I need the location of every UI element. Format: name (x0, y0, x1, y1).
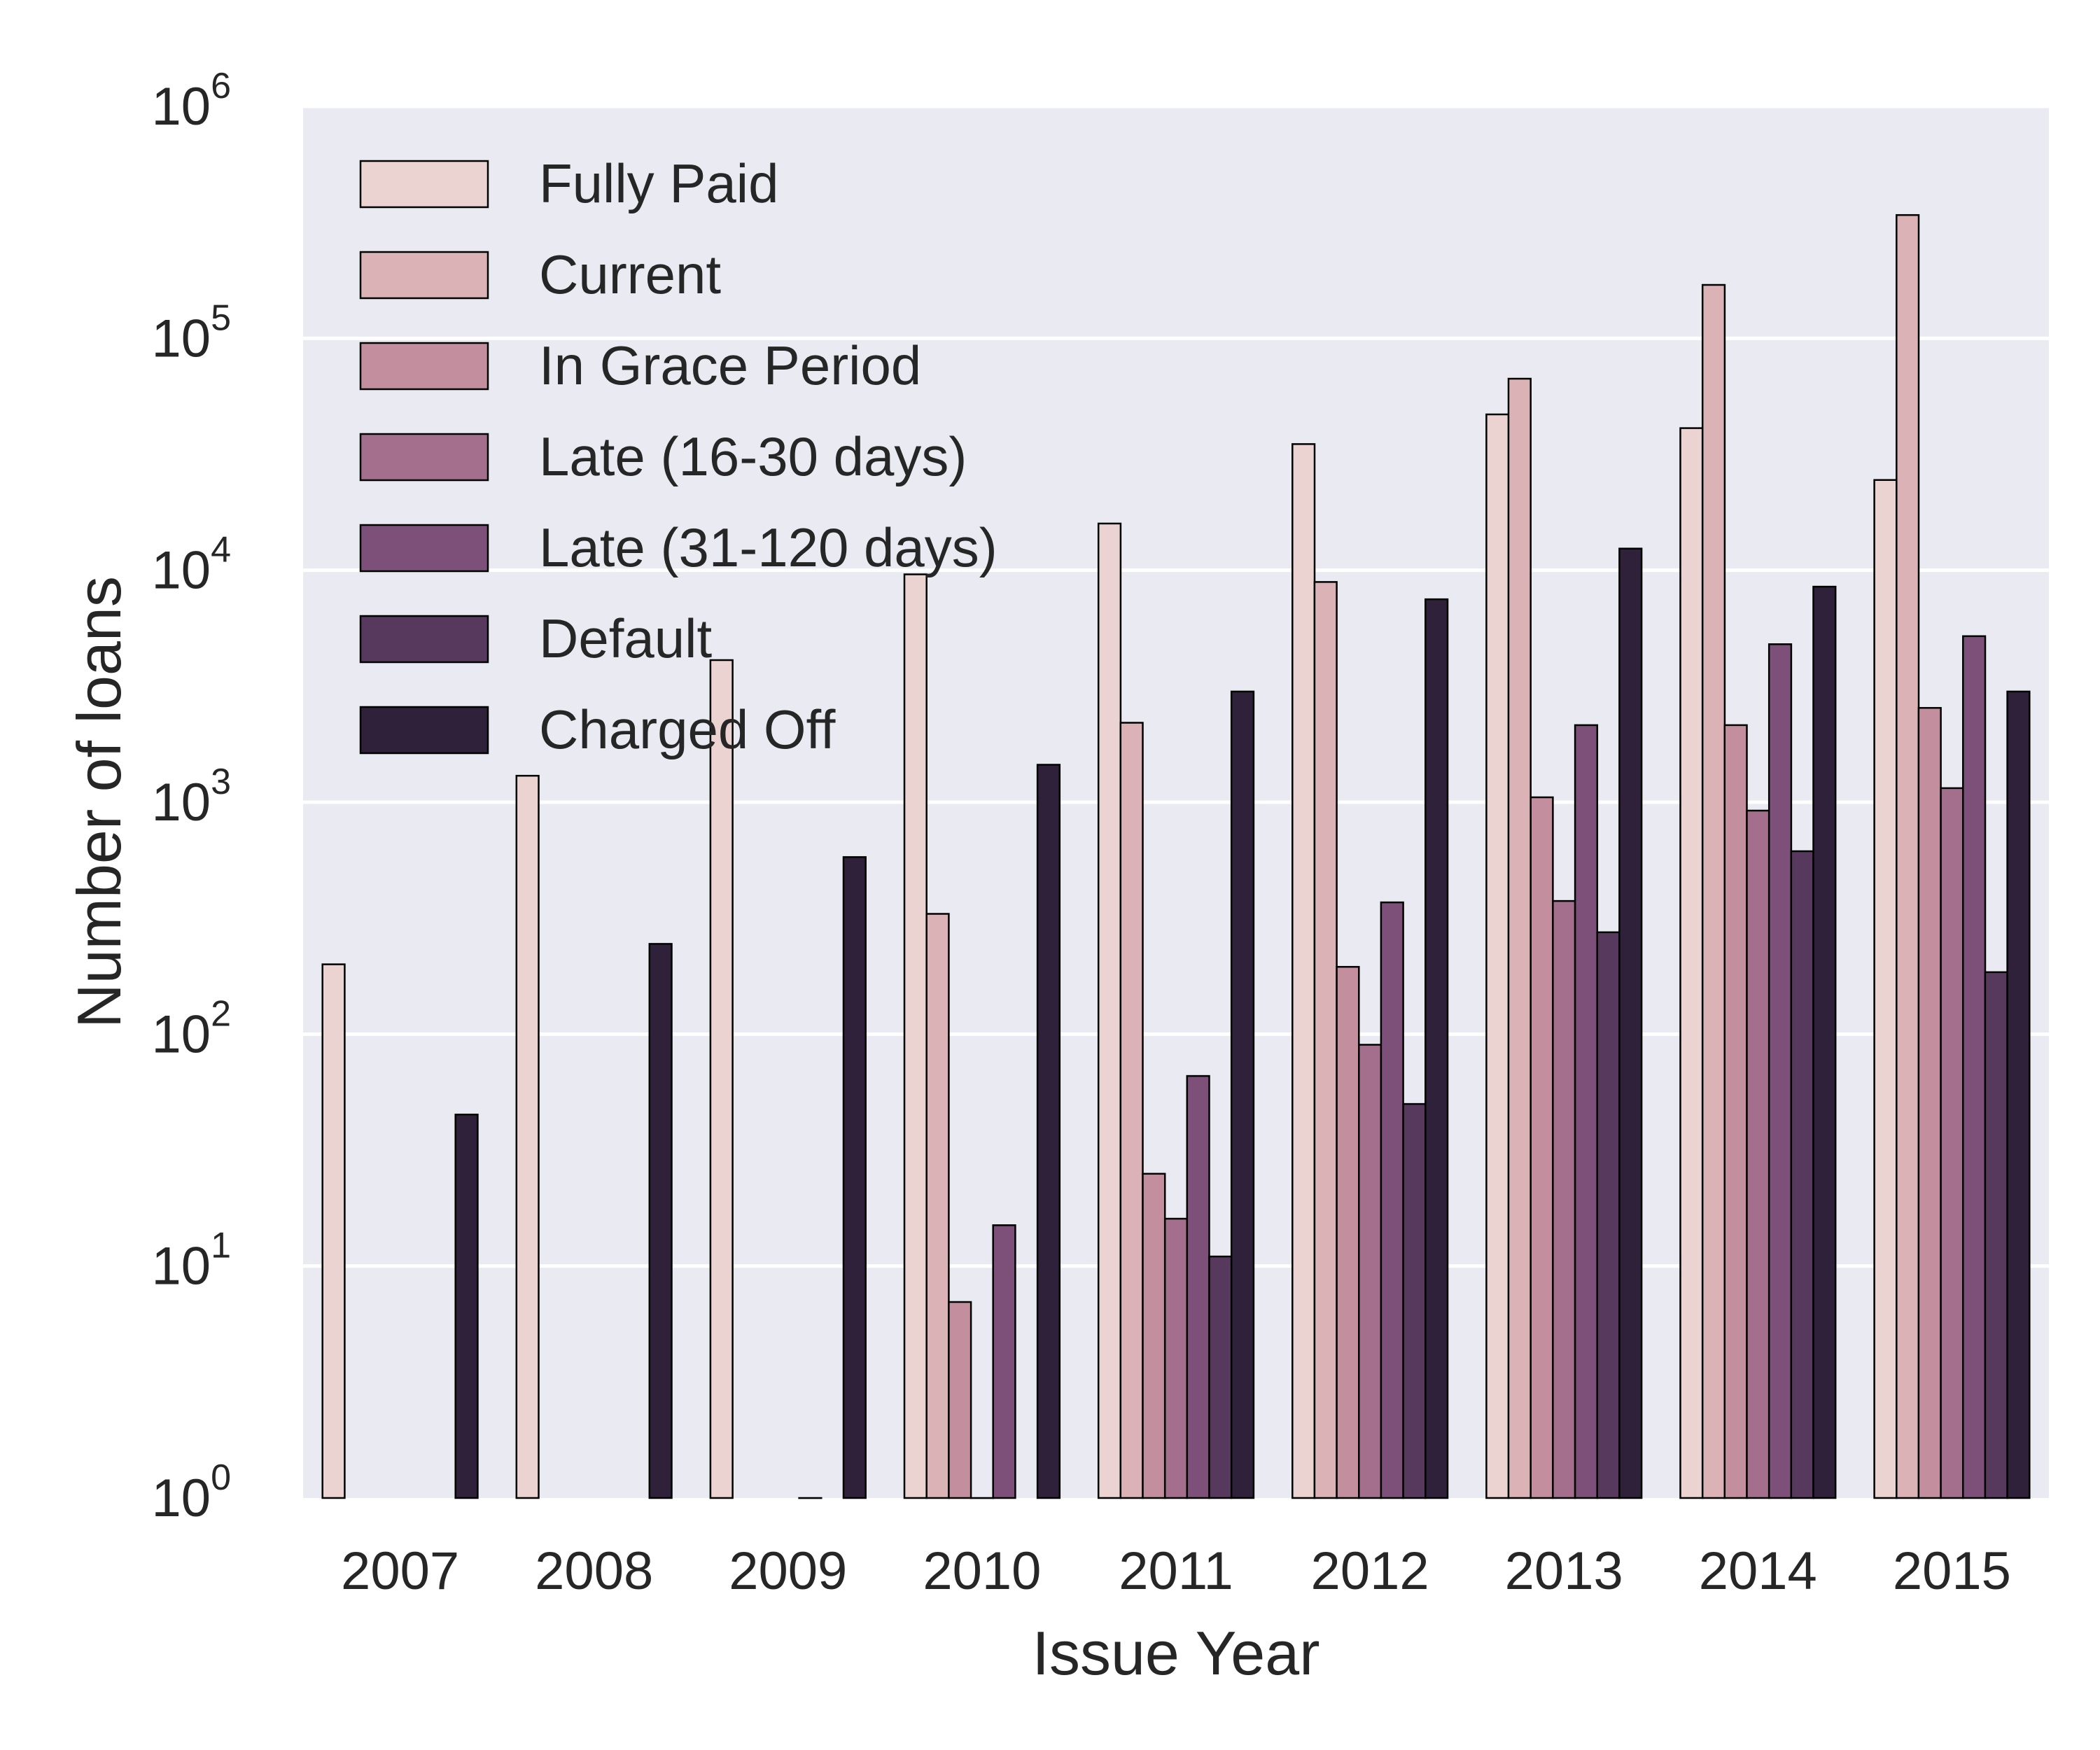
y-tick-label: 102 (152, 993, 231, 1064)
bar (1402, 1102, 1427, 1499)
x-tick-label: 2012 (1311, 1541, 1429, 1601)
x-tick-label: 2011 (1119, 1541, 1233, 1601)
bar (925, 913, 950, 1499)
legend-swatch (359, 251, 489, 300)
y-tick-label: 104 (152, 530, 231, 601)
y-tick-label: 100 (152, 1457, 231, 1528)
bar (1701, 284, 1726, 1499)
bar (1097, 522, 1122, 1499)
bar (1940, 787, 1964, 1499)
y-tick-label: 101 (152, 1226, 231, 1296)
bar (1723, 724, 1748, 1499)
legend-label: Charged Off (539, 699, 836, 760)
bar (1208, 1255, 1233, 1499)
bar (1313, 581, 1338, 1499)
legend-label: Late (31-120 days) (539, 517, 997, 578)
y-tick-label: 105 (152, 298, 231, 368)
x-axis-label: Issue Year (1032, 1618, 1320, 1688)
legend-label: Current (539, 244, 721, 305)
bar (1917, 707, 1942, 1499)
bar (1530, 796, 1554, 1499)
legend-swatch (359, 342, 489, 391)
bar (1984, 971, 2008, 1499)
legend-swatch (359, 615, 489, 664)
legend-label: Late (16-30 days) (539, 426, 967, 487)
x-axis-ticks: 2007 2008 2009 2010 2011 2012 2013 2014 2015 (341, 1541, 2011, 1601)
bar (1962, 635, 1987, 1499)
bar (454, 1113, 479, 1499)
legend-swatch (359, 433, 489, 482)
y-axis-ticks: 100 101 102 103 104 105 106 (152, 66, 231, 1528)
x-tick-label: 2014 (1699, 1541, 1817, 1601)
x-tick-label: 2007 (341, 1541, 459, 1601)
bar (1380, 901, 1404, 1499)
bar (1292, 443, 1316, 1499)
legend: Fully Paid Current In Grace Period Late (16… (359, 153, 997, 760)
bar (1812, 585, 1837, 1499)
legend-label: In Grace Period (539, 335, 921, 396)
x-tick-label: 2008 (535, 1541, 653, 1601)
legend-swatch (359, 160, 489, 209)
bar (709, 659, 734, 1499)
bar (1336, 965, 1360, 1499)
bar (1358, 1044, 1382, 1499)
bar (1507, 377, 1532, 1499)
y-tick-label: 103 (152, 762, 231, 832)
bar (1485, 413, 1510, 1499)
bar (1790, 850, 1814, 1499)
bar (903, 573, 927, 1499)
bar (1119, 722, 1144, 1499)
x-tick-label: 2013 (1505, 1541, 1623, 1601)
bar (1873, 479, 1898, 1499)
bar (1163, 1217, 1189, 1499)
gridlines (303, 104, 2049, 1268)
x-tick-label: 2010 (923, 1541, 1041, 1601)
bar (1142, 1172, 1166, 1499)
x-tick-label: 2015 (1893, 1541, 2011, 1601)
bars (321, 214, 2031, 1499)
bar (992, 1224, 1016, 1499)
legend-label: Fully Paid (539, 153, 778, 214)
bar (515, 774, 540, 1499)
y-axis-label: Number of loans (64, 576, 134, 1028)
bar (1424, 598, 1449, 1499)
bar (1596, 931, 1620, 1499)
legend-swatch (359, 524, 489, 573)
x-tick-label: 2009 (729, 1541, 847, 1601)
bar (2006, 690, 2031, 1499)
bar (1552, 899, 1576, 1499)
legend-swatch (359, 706, 489, 755)
legend-label: Default (539, 608, 712, 669)
bar (648, 943, 673, 1499)
bar (1768, 643, 1793, 1499)
bar (1186, 1074, 1210, 1499)
y-tick-label: 106 (152, 66, 231, 136)
bar (1679, 427, 1704, 1499)
bar (1574, 724, 1599, 1499)
bar (948, 1301, 972, 1499)
bar (842, 856, 867, 1499)
bar (1896, 214, 1920, 1499)
bar (1230, 690, 1255, 1499)
bar (1618, 547, 1643, 1499)
bar (321, 963, 346, 1499)
bar (1746, 809, 1770, 1499)
bar (1036, 764, 1061, 1499)
